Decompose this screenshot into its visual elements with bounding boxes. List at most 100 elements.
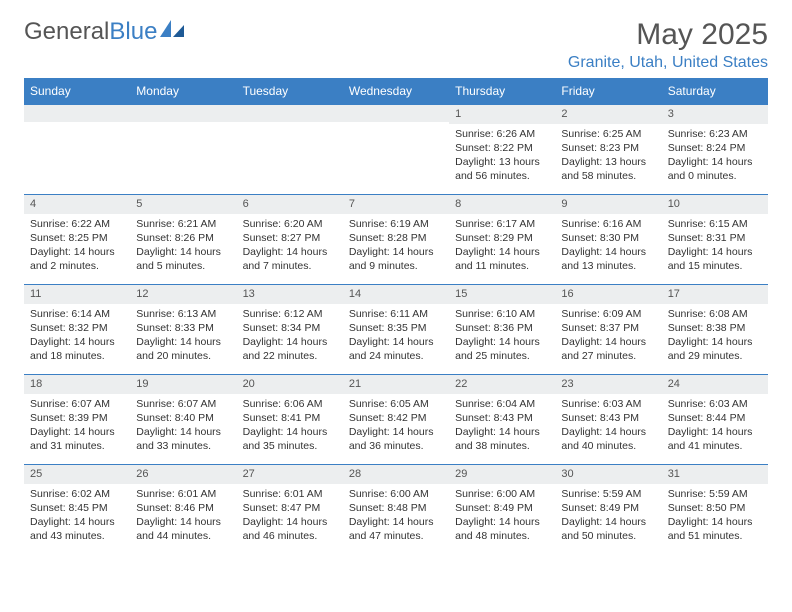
sunrise-line: Sunrise: 6:25 AM bbox=[561, 127, 655, 141]
calendar-cell: 17Sunrise: 6:08 AMSunset: 8:38 PMDayligh… bbox=[662, 284, 768, 374]
daylight-line: Daylight: 14 hours and 35 minutes. bbox=[243, 425, 337, 453]
calendar-cell: 8Sunrise: 6:17 AMSunset: 8:29 PMDaylight… bbox=[449, 194, 555, 284]
sunset-line: Sunset: 8:33 PM bbox=[136, 321, 230, 335]
sunrise-line: Sunrise: 6:00 AM bbox=[349, 487, 443, 501]
cell-body: Sunrise: 6:00 AMSunset: 8:48 PMDaylight:… bbox=[343, 484, 449, 548]
calendar-week: 4Sunrise: 6:22 AMSunset: 8:25 PMDaylight… bbox=[24, 194, 768, 284]
daynum: 9 bbox=[555, 194, 661, 214]
sunset-line: Sunset: 8:29 PM bbox=[455, 231, 549, 245]
sunset-line: Sunset: 8:43 PM bbox=[561, 411, 655, 425]
cell-body: Sunrise: 6:26 AMSunset: 8:22 PMDaylight:… bbox=[449, 124, 555, 188]
daynum: 29 bbox=[449, 464, 555, 484]
calendar-cell: 11Sunrise: 6:14 AMSunset: 8:32 PMDayligh… bbox=[24, 284, 130, 374]
sunset-line: Sunset: 8:45 PM bbox=[30, 501, 124, 515]
sunrise-line: Sunrise: 6:00 AM bbox=[455, 487, 549, 501]
daylight-line: Daylight: 14 hours and 51 minutes. bbox=[668, 515, 762, 543]
sunset-line: Sunset: 8:32 PM bbox=[30, 321, 124, 335]
weekday-header: Saturday bbox=[662, 78, 768, 104]
daylight-line: Daylight: 14 hours and 43 minutes. bbox=[30, 515, 124, 543]
daynum-empty bbox=[130, 104, 236, 122]
cell-body: Sunrise: 6:22 AMSunset: 8:25 PMDaylight:… bbox=[24, 214, 130, 278]
calendar-table: SundayMondayTuesdayWednesdayThursdayFrid… bbox=[24, 78, 768, 554]
calendar-cell: 7Sunrise: 6:19 AMSunset: 8:28 PMDaylight… bbox=[343, 194, 449, 284]
daynum: 8 bbox=[449, 194, 555, 214]
sunrise-line: Sunrise: 5:59 AM bbox=[668, 487, 762, 501]
cell-body: Sunrise: 6:17 AMSunset: 8:29 PMDaylight:… bbox=[449, 214, 555, 278]
sunrise-line: Sunrise: 6:11 AM bbox=[349, 307, 443, 321]
sunset-line: Sunset: 8:42 PM bbox=[349, 411, 443, 425]
sunrise-line: Sunrise: 6:06 AM bbox=[243, 397, 337, 411]
sunset-line: Sunset: 8:49 PM bbox=[455, 501, 549, 515]
daynum: 22 bbox=[449, 374, 555, 394]
brand-part2: Blue bbox=[109, 18, 157, 46]
daylight-line: Daylight: 14 hours and 31 minutes. bbox=[30, 425, 124, 453]
daylight-line: Daylight: 13 hours and 56 minutes. bbox=[455, 155, 549, 183]
sunset-line: Sunset: 8:40 PM bbox=[136, 411, 230, 425]
cell-body: Sunrise: 6:20 AMSunset: 8:27 PMDaylight:… bbox=[237, 214, 343, 278]
daynum: 3 bbox=[662, 104, 768, 124]
calendar-cell: 26Sunrise: 6:01 AMSunset: 8:46 PMDayligh… bbox=[130, 464, 236, 554]
sunrise-line: Sunrise: 6:03 AM bbox=[668, 397, 762, 411]
cell-body: Sunrise: 6:25 AMSunset: 8:23 PMDaylight:… bbox=[555, 124, 661, 188]
calendar-cell: 13Sunrise: 6:12 AMSunset: 8:34 PMDayligh… bbox=[237, 284, 343, 374]
sunset-line: Sunset: 8:35 PM bbox=[349, 321, 443, 335]
daynum: 1 bbox=[449, 104, 555, 124]
cell-body: Sunrise: 6:15 AMSunset: 8:31 PMDaylight:… bbox=[662, 214, 768, 278]
daynum: 11 bbox=[24, 284, 130, 304]
cell-body: Sunrise: 6:09 AMSunset: 8:37 PMDaylight:… bbox=[555, 304, 661, 368]
calendar-week: 25Sunrise: 6:02 AMSunset: 8:45 PMDayligh… bbox=[24, 464, 768, 554]
weekday-header: Sunday bbox=[24, 78, 130, 104]
cell-body: Sunrise: 6:16 AMSunset: 8:30 PMDaylight:… bbox=[555, 214, 661, 278]
cell-body: Sunrise: 6:05 AMSunset: 8:42 PMDaylight:… bbox=[343, 394, 449, 458]
daylight-line: Daylight: 14 hours and 20 minutes. bbox=[136, 335, 230, 363]
daylight-line: Daylight: 14 hours and 36 minutes. bbox=[349, 425, 443, 453]
daynum: 27 bbox=[237, 464, 343, 484]
daynum: 23 bbox=[555, 374, 661, 394]
calendar-cell: 22Sunrise: 6:04 AMSunset: 8:43 PMDayligh… bbox=[449, 374, 555, 464]
sunset-line: Sunset: 8:24 PM bbox=[668, 141, 762, 155]
sunrise-line: Sunrise: 6:16 AM bbox=[561, 217, 655, 231]
daynum: 15 bbox=[449, 284, 555, 304]
daynum: 26 bbox=[130, 464, 236, 484]
sunset-line: Sunset: 8:43 PM bbox=[455, 411, 549, 425]
daynum: 24 bbox=[662, 374, 768, 394]
sunrise-line: Sunrise: 6:04 AM bbox=[455, 397, 549, 411]
weekday-header: Wednesday bbox=[343, 78, 449, 104]
cell-body: Sunrise: 6:07 AMSunset: 8:39 PMDaylight:… bbox=[24, 394, 130, 458]
sunrise-line: Sunrise: 6:05 AM bbox=[349, 397, 443, 411]
calendar-cell bbox=[24, 104, 130, 194]
sunrise-line: Sunrise: 6:07 AM bbox=[136, 397, 230, 411]
sunrise-line: Sunrise: 6:22 AM bbox=[30, 217, 124, 231]
calendar-cell: 4Sunrise: 6:22 AMSunset: 8:25 PMDaylight… bbox=[24, 194, 130, 284]
daylight-line: Daylight: 14 hours and 0 minutes. bbox=[668, 155, 762, 183]
daylight-line: Daylight: 14 hours and 48 minutes. bbox=[455, 515, 549, 543]
calendar-cell: 21Sunrise: 6:05 AMSunset: 8:42 PMDayligh… bbox=[343, 374, 449, 464]
sunset-line: Sunset: 8:39 PM bbox=[30, 411, 124, 425]
sunset-line: Sunset: 8:44 PM bbox=[668, 411, 762, 425]
calendar-body: 1Sunrise: 6:26 AMSunset: 8:22 PMDaylight… bbox=[24, 104, 768, 554]
calendar-cell: 1Sunrise: 6:26 AMSunset: 8:22 PMDaylight… bbox=[449, 104, 555, 194]
calendar-cell: 27Sunrise: 6:01 AMSunset: 8:47 PMDayligh… bbox=[237, 464, 343, 554]
daynum: 31 bbox=[662, 464, 768, 484]
daylight-line: Daylight: 14 hours and 5 minutes. bbox=[136, 245, 230, 273]
daylight-line: Daylight: 14 hours and 13 minutes. bbox=[561, 245, 655, 273]
calendar-cell bbox=[343, 104, 449, 194]
calendar-cell: 15Sunrise: 6:10 AMSunset: 8:36 PMDayligh… bbox=[449, 284, 555, 374]
daynum: 17 bbox=[662, 284, 768, 304]
calendar-cell: 9Sunrise: 6:16 AMSunset: 8:30 PMDaylight… bbox=[555, 194, 661, 284]
sunset-line: Sunset: 8:27 PM bbox=[243, 231, 337, 245]
daynum: 14 bbox=[343, 284, 449, 304]
cell-body: Sunrise: 6:21 AMSunset: 8:26 PMDaylight:… bbox=[130, 214, 236, 278]
location-text: Granite, Utah, United States bbox=[568, 54, 768, 72]
calendar-cell: 25Sunrise: 6:02 AMSunset: 8:45 PMDayligh… bbox=[24, 464, 130, 554]
sunrise-line: Sunrise: 6:26 AM bbox=[455, 127, 549, 141]
daynum: 13 bbox=[237, 284, 343, 304]
sunrise-line: Sunrise: 6:08 AM bbox=[668, 307, 762, 321]
cell-body: Sunrise: 6:04 AMSunset: 8:43 PMDaylight:… bbox=[449, 394, 555, 458]
sunset-line: Sunset: 8:41 PM bbox=[243, 411, 337, 425]
cell-body: Sunrise: 6:11 AMSunset: 8:35 PMDaylight:… bbox=[343, 304, 449, 368]
daynum: 7 bbox=[343, 194, 449, 214]
sunrise-line: Sunrise: 6:12 AM bbox=[243, 307, 337, 321]
sunset-line: Sunset: 8:46 PM bbox=[136, 501, 230, 515]
daynum: 5 bbox=[130, 194, 236, 214]
